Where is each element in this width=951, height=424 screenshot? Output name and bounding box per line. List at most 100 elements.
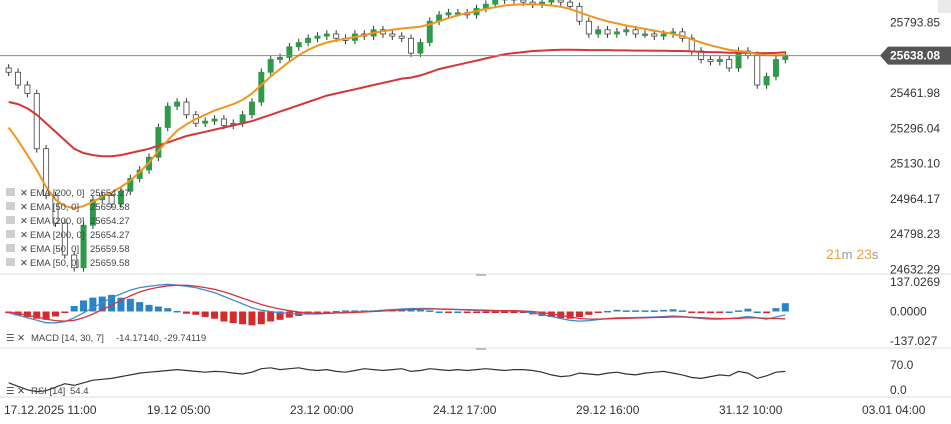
candle-body: [286, 46, 293, 58]
macd-histogram-bar: [220, 311, 228, 322]
macd-histogram-bar: [575, 311, 583, 318]
candle-body: [604, 29, 611, 35]
macd-histogram-bar: [463, 311, 471, 313]
chart-settings-handle[interactable]: [938, 0, 951, 13]
macd-histogram-bar: [117, 297, 125, 312]
legend-close-icon[interactable]: ✕: [20, 216, 28, 227]
candle-body: [80, 224, 87, 269]
candle-body: [772, 59, 779, 77]
macd-histogram-bar: [407, 309, 415, 312]
candle-body: [61, 222, 68, 256]
candle-body: [33, 93, 40, 150]
candle-body: [398, 35, 405, 39]
macd-histogram-bar: [501, 311, 509, 313]
legend-menu-icon[interactable]: [6, 216, 15, 224]
macd-panel-resize-handle[interactable]: [476, 348, 486, 350]
legend-menu-icon[interactable]: [6, 188, 15, 196]
macd-histogram-bar: [454, 311, 462, 313]
indicator-legend[interactable]: ✕ EMA [200, 0] 25654.27✕ EMA [50, 0] 25659.5…: [6, 188, 130, 269]
candle-body: [43, 148, 50, 196]
candle-body: [389, 33, 396, 37]
macd-histogram-bar: [473, 311, 481, 313]
legend-close-icon[interactable]: ✕: [20, 188, 28, 199]
macd-histogram-bar: [594, 311, 602, 313]
rsi-label: RSI [14]: [31, 386, 65, 397]
legend-label: EMA [200, 0]: [30, 230, 84, 241]
candle-body: [155, 127, 162, 158]
candle-body: [5, 67, 12, 73]
macd-histogram-bar: [491, 311, 499, 313]
candle-body: [15, 71, 22, 86]
candle-body: [117, 190, 124, 205]
macd-tick-label: 0.0000: [890, 305, 927, 319]
price-tick-label: 25296.04: [890, 121, 940, 135]
macd-histogram-bar: [182, 311, 190, 314]
macd-histogram-bar: [678, 310, 686, 312]
timer-seconds-unit: s: [871, 247, 879, 262]
current-price-tag: 25638.08: [880, 46, 951, 65]
candle-body: [333, 33, 340, 39]
macd-menu-icon[interactable]: ☰ ✕: [6, 333, 25, 344]
candle-body: [585, 20, 592, 35]
price-tick-label: 24632.29: [890, 262, 940, 276]
legend-menu-icon[interactable]: [6, 202, 15, 210]
candle-body: [520, 0, 527, 3]
rsi-menu-icon[interactable]: ☰ ✕: [6, 386, 25, 397]
macd-histogram-bar: [753, 311, 761, 313]
candle-body: [445, 12, 452, 16]
macd-label: MACD [14, 30, 7]: [31, 333, 104, 344]
macd-tick-label: 137.0269: [890, 275, 940, 289]
macd-histogram-bar: [267, 311, 275, 322]
macd-histogram-bar: [192, 311, 200, 315]
macd-histogram-bar: [519, 311, 527, 313]
price-tick-label: 25793.85: [890, 16, 940, 30]
candle-body: [763, 76, 770, 86]
macd-histogram-bar: [154, 306, 162, 312]
legend-menu-icon[interactable]: [6, 258, 15, 266]
macd-histogram-bar: [136, 302, 144, 312]
macd-histogram-bar: [772, 308, 780, 312]
macd-histogram-bar: [164, 308, 172, 312]
legend-close-icon[interactable]: ✕: [20, 230, 28, 241]
macd-histogram-bar: [257, 311, 265, 325]
legend-value: 25654.27: [90, 230, 130, 241]
legend-close-icon[interactable]: ✕: [20, 244, 28, 255]
current-price-value: 25638.08: [890, 49, 940, 63]
macd-histogram-bar: [781, 303, 789, 312]
price-tick-label: 24798.23: [890, 227, 940, 241]
timer-minutes: 21: [826, 246, 842, 262]
legend-close-icon[interactable]: ✕: [20, 202, 28, 213]
macd-histogram-bar: [641, 310, 649, 312]
candle-body: [623, 29, 630, 33]
candle-body: [277, 56, 284, 60]
candle-body: [641, 33, 648, 36]
macd-legend[interactable]: ☰ ✕ MACD [14, 30, 7] -14.17140, -29.7411…: [6, 333, 206, 344]
rsi-value: 54.4: [70, 386, 89, 397]
macd-histogram-bar: [248, 311, 256, 326]
rsi-legend[interactable]: ☰ ✕ RSI [14] 54.4: [6, 386, 89, 397]
candle-body: [52, 195, 59, 224]
candle-body: [305, 37, 312, 43]
candle-body: [24, 84, 31, 94]
macd-histogram-bar: [351, 310, 359, 312]
time-tick-label: 29.12 16:00: [576, 403, 640, 417]
candle-body: [613, 31, 620, 35]
time-tick-label: 31.12 10:00: [719, 403, 783, 417]
price-panel-resize-handle[interactable]: [476, 274, 486, 276]
legend-menu-icon[interactable]: [6, 230, 15, 238]
macd-histogram-bar: [444, 311, 452, 313]
legend-close-icon[interactable]: ✕: [20, 258, 28, 269]
macd-histogram-bar: [510, 311, 518, 313]
legend-menu-icon[interactable]: [6, 244, 15, 252]
candle-body: [127, 178, 134, 192]
macd-histogram-bar: [566, 311, 574, 319]
macd-histogram-bar: [538, 311, 546, 316]
candle-body: [202, 120, 209, 124]
macd-histogram-bar: [108, 294, 116, 312]
macd-histogram-bar: [604, 310, 612, 313]
candle-body: [716, 59, 723, 63]
macd-histogram-bar: [173, 310, 181, 313]
timer-seconds: 23: [856, 246, 872, 262]
candle-body: [557, 0, 564, 3]
